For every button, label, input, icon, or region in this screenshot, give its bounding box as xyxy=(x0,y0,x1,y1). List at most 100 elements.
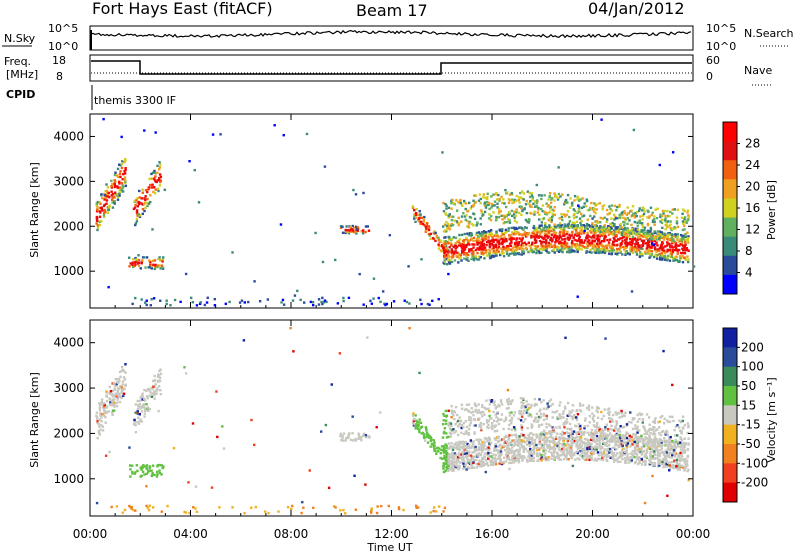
heatmap-cell xyxy=(619,216,622,219)
heatmap-cell xyxy=(457,223,460,227)
heatmap-cell xyxy=(625,232,628,235)
heatmap-cell xyxy=(659,213,662,216)
heatmap-cell xyxy=(554,435,558,439)
heatmap-cell xyxy=(687,442,690,445)
heatmap-cell xyxy=(482,447,485,450)
heatmap-cell xyxy=(472,258,476,262)
heatmap-cell xyxy=(150,469,153,472)
heatmap-cell xyxy=(616,205,619,209)
heatmap-cell xyxy=(680,243,684,246)
heatmap-cell xyxy=(470,249,473,252)
heatmap-cell xyxy=(124,371,127,374)
heatmap-cell xyxy=(640,252,644,255)
heatmap-cell xyxy=(571,409,574,412)
heatmap-cell xyxy=(502,221,505,225)
heatmap-cell xyxy=(513,427,517,431)
heatmap-cell xyxy=(455,466,458,470)
heatmap-cell xyxy=(660,231,663,234)
heatmap-cell xyxy=(480,242,483,245)
heatmap-cell xyxy=(502,427,505,431)
heatmap-cell xyxy=(566,200,569,204)
heatmap-cell xyxy=(578,458,581,461)
heatmap-cell xyxy=(655,438,659,441)
heatmap-cell xyxy=(604,337,607,340)
heatmap-cell xyxy=(95,218,99,221)
heatmap-cell xyxy=(551,436,554,440)
heatmap-cell xyxy=(148,177,151,181)
heatmap-cell xyxy=(512,455,515,459)
heatmap-cell xyxy=(142,405,146,409)
heatmap-cell xyxy=(531,196,535,199)
heatmap-cell xyxy=(568,220,572,223)
colorbar-tick-label: -200 xyxy=(741,476,768,490)
heatmap-cell xyxy=(216,435,219,439)
heatmap-cell xyxy=(552,228,556,231)
heatmap-cell xyxy=(445,224,449,227)
heatmap-cell xyxy=(619,245,622,248)
heatmap-cell xyxy=(456,447,459,451)
heatmap-cell xyxy=(101,402,104,406)
heatmap-cell xyxy=(583,425,586,428)
heatmap-cell xyxy=(463,215,467,218)
heatmap-cell xyxy=(679,459,682,462)
heatmap-cell xyxy=(656,253,659,257)
heatmap-cell xyxy=(508,235,511,239)
heatmap-cell xyxy=(414,427,417,430)
heatmap-cell xyxy=(675,462,679,466)
heatmap-cell xyxy=(636,228,639,231)
heatmap-cell xyxy=(462,241,465,244)
heatmap-cell xyxy=(530,449,534,452)
heatmap-cell xyxy=(145,303,148,307)
heatmap-cell xyxy=(279,223,283,226)
heatmap-cell xyxy=(528,200,532,203)
colorbar-swatch xyxy=(723,198,737,219)
heatmap-cell xyxy=(642,232,646,235)
heatmap-cell xyxy=(509,441,513,444)
heatmap-cell xyxy=(515,230,519,234)
heatmap-cell xyxy=(445,467,449,471)
heatmap-cell xyxy=(488,399,492,402)
heatmap-cell xyxy=(292,350,295,353)
heatmap-cell xyxy=(199,301,202,304)
heatmap-cell xyxy=(124,167,127,170)
heatmap-cell xyxy=(429,439,433,442)
heatmap-cell xyxy=(383,302,386,305)
heatmap-cell xyxy=(505,440,509,443)
heatmap-cell xyxy=(112,195,116,199)
heatmap-cell xyxy=(626,217,629,220)
heatmap-cell xyxy=(472,212,475,215)
heatmap-cell xyxy=(552,232,556,235)
heatmap-cell xyxy=(656,234,660,238)
heatmap-cell xyxy=(530,442,534,445)
heatmap-cell xyxy=(561,218,564,222)
heatmap-cell xyxy=(472,466,476,469)
heatmap-cell xyxy=(625,246,629,249)
heatmap-cell xyxy=(135,220,139,223)
heatmap-cell xyxy=(457,445,460,449)
heatmap-cell xyxy=(590,456,593,459)
heatmap-cell xyxy=(543,456,546,459)
heatmap-cell xyxy=(548,210,552,213)
heatmap-cell xyxy=(559,236,563,239)
heatmap-cell xyxy=(120,163,124,166)
heatmap-cell xyxy=(144,188,148,192)
heatmap-cell xyxy=(213,297,216,301)
heatmap-cell xyxy=(592,414,596,417)
heatmap-cell xyxy=(508,461,511,465)
heatmap-cell xyxy=(629,250,632,253)
heatmap-cell xyxy=(531,436,534,440)
heatmap-cell xyxy=(641,418,645,421)
heatmap-cell xyxy=(615,420,618,423)
heatmap-cell xyxy=(526,220,529,223)
heatmap-cell xyxy=(508,193,512,196)
heatmap-cell xyxy=(102,117,105,121)
heatmap-cell xyxy=(500,237,503,241)
heatmap-cell xyxy=(583,452,587,455)
heatmap-cell xyxy=(339,432,343,436)
heatmap-cell xyxy=(415,423,418,426)
heatmap-cell xyxy=(573,199,576,202)
heatmap-cell xyxy=(471,451,474,454)
heatmap-cell xyxy=(551,197,554,200)
heatmap-cell xyxy=(511,252,514,255)
heatmap-cell xyxy=(457,222,461,225)
